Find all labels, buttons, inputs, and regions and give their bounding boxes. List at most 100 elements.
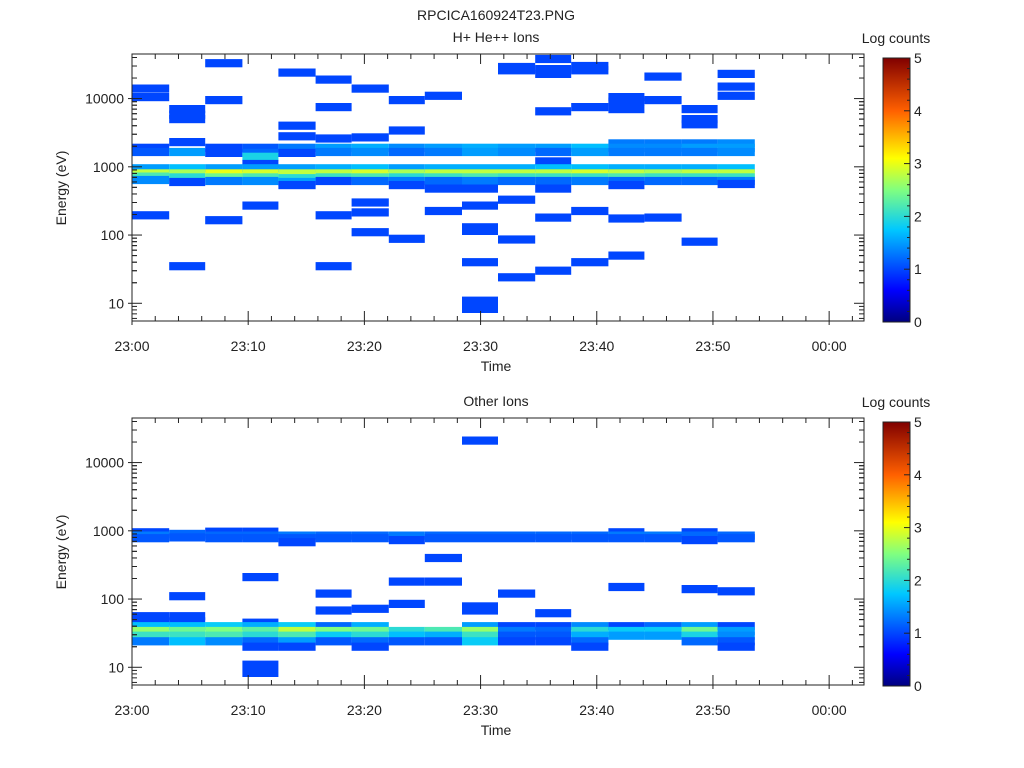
y-tick-label: 100 (101, 227, 125, 243)
colorbar-tick-label: 4 (914, 103, 922, 119)
heatmap-cell (644, 631, 682, 640)
heatmap-cell (424, 91, 462, 100)
heatmap-cell (681, 626, 718, 636)
heatmap-cell (681, 139, 718, 148)
heatmap-cell (205, 96, 243, 105)
heatmap-cell (644, 626, 682, 636)
heatmap-cell (535, 176, 572, 186)
heatmap-cell (462, 637, 498, 646)
heatmap-cell (278, 143, 316, 152)
heatmap-cell (462, 626, 498, 636)
heatmap-cell (278, 538, 316, 547)
axes-layer: 23:00 23:10 23:20 23:30 23:40 23:50 00:00 10 100… (85, 418, 864, 718)
x-tick-label: 23:50 (695, 338, 730, 354)
heatmap-cell (351, 642, 389, 651)
heatmap-cell (498, 235, 536, 244)
heatmap-cell (351, 198, 389, 207)
heatmap-cell (205, 534, 243, 543)
x-tick-label: 23:00 (114, 338, 149, 354)
heatmap-cell (717, 91, 755, 100)
heatmap-cell (315, 589, 352, 598)
heatmap-cell (498, 176, 536, 186)
heatmap-cell (681, 631, 718, 640)
colorbar: 0 1 2 3 4 5 (882, 414, 922, 694)
heatmap-cell (535, 65, 572, 74)
heatmap-cell (388, 164, 425, 173)
heatmap-cell (205, 637, 243, 646)
heatmap-cell (644, 534, 682, 543)
heatmap-cell (169, 592, 206, 601)
heatmap-cell (681, 143, 718, 152)
heatmap-cell (424, 631, 462, 640)
heatmap-cell (388, 637, 425, 646)
heatmap-cell (681, 147, 718, 157)
panel-title: Other Ions (463, 393, 528, 409)
heatmap-cell (351, 631, 389, 640)
heatmap-cell (608, 622, 645, 631)
heatmap-cell (169, 138, 206, 147)
heatmap-cell (315, 75, 352, 84)
colorbar-ticks: 0 1 2 3 4 5 (904, 50, 922, 330)
heatmap-cell (681, 120, 718, 129)
colorbar-tick-label: 5 (914, 50, 922, 66)
heatmap-cell (717, 164, 755, 173)
heatmap-cell (205, 176, 243, 186)
heatmap-cell (242, 152, 279, 161)
heatmap-cell (462, 631, 498, 640)
heatmap-cell (388, 626, 425, 636)
x-tick-label: 00:00 (812, 702, 847, 718)
x-tick-label: 00:00 (812, 338, 847, 354)
heatmap-cell (717, 534, 755, 543)
heatmap-cell (424, 577, 462, 586)
heatmap-cell (315, 534, 352, 543)
heatmap-cell (535, 534, 572, 543)
heatmap-cell (681, 237, 718, 246)
heatmap-cell (498, 626, 536, 636)
colorbar-gradient (882, 421, 911, 687)
colorbar-ticks: 0 1 2 3 4 5 (904, 414, 922, 694)
heatmap-cell (424, 147, 462, 157)
colorbar-tick-label: 2 (914, 572, 922, 588)
heatmap-cell (571, 103, 609, 112)
heatmap-cell (608, 164, 645, 173)
heatmap-cell (315, 103, 352, 112)
colorbar-tick-label: 1 (914, 261, 922, 277)
heatmap-cell (498, 195, 536, 204)
heatmap-cell (388, 234, 425, 243)
heatmap-cell (462, 606, 498, 615)
heatmap-cell (535, 213, 572, 222)
heatmap-cell (132, 164, 170, 173)
colorbar-tick-label: 0 (914, 314, 922, 330)
heatmap-cell (205, 143, 243, 152)
heatmap-cell (717, 622, 755, 631)
heatmap-cell (132, 622, 170, 631)
heatmap-cell (205, 164, 243, 173)
heatmap-cell (388, 147, 425, 157)
heatmap-cell (205, 216, 243, 225)
heatmap-cell (571, 66, 609, 75)
heatmap-cell (242, 660, 279, 677)
heatmap-cell (424, 534, 462, 543)
heatmap-cell (681, 536, 718, 545)
heatmap-cell (351, 604, 389, 613)
heatmap-cell (278, 642, 316, 651)
heatmap-cell (351, 84, 389, 93)
heatmap-cell (535, 622, 572, 631)
heatmap-cell (462, 296, 498, 313)
heatmap-cell (644, 176, 682, 186)
heatmap-cell (242, 164, 279, 173)
colorbar-tick-label: 3 (914, 156, 922, 172)
heatmap-cell (462, 184, 498, 193)
axes-layer: 23:00 23:10 23:20 23:30 23:40 23:50 00:00 10 100… (85, 54, 864, 354)
colorbar: 0 1 2 3 4 5 (882, 50, 922, 330)
heatmap-cell (535, 626, 572, 636)
heatmap-cell (462, 534, 498, 543)
heatmap-cell (535, 184, 572, 193)
heatmap-cell (608, 143, 645, 152)
x-tick-label: 23:40 (579, 702, 614, 718)
y-tick-label: 10 (108, 295, 124, 311)
y-axis-label: Energy (eV) (53, 515, 69, 590)
heatmap-cell (608, 214, 645, 223)
heatmap-cell (424, 637, 462, 646)
